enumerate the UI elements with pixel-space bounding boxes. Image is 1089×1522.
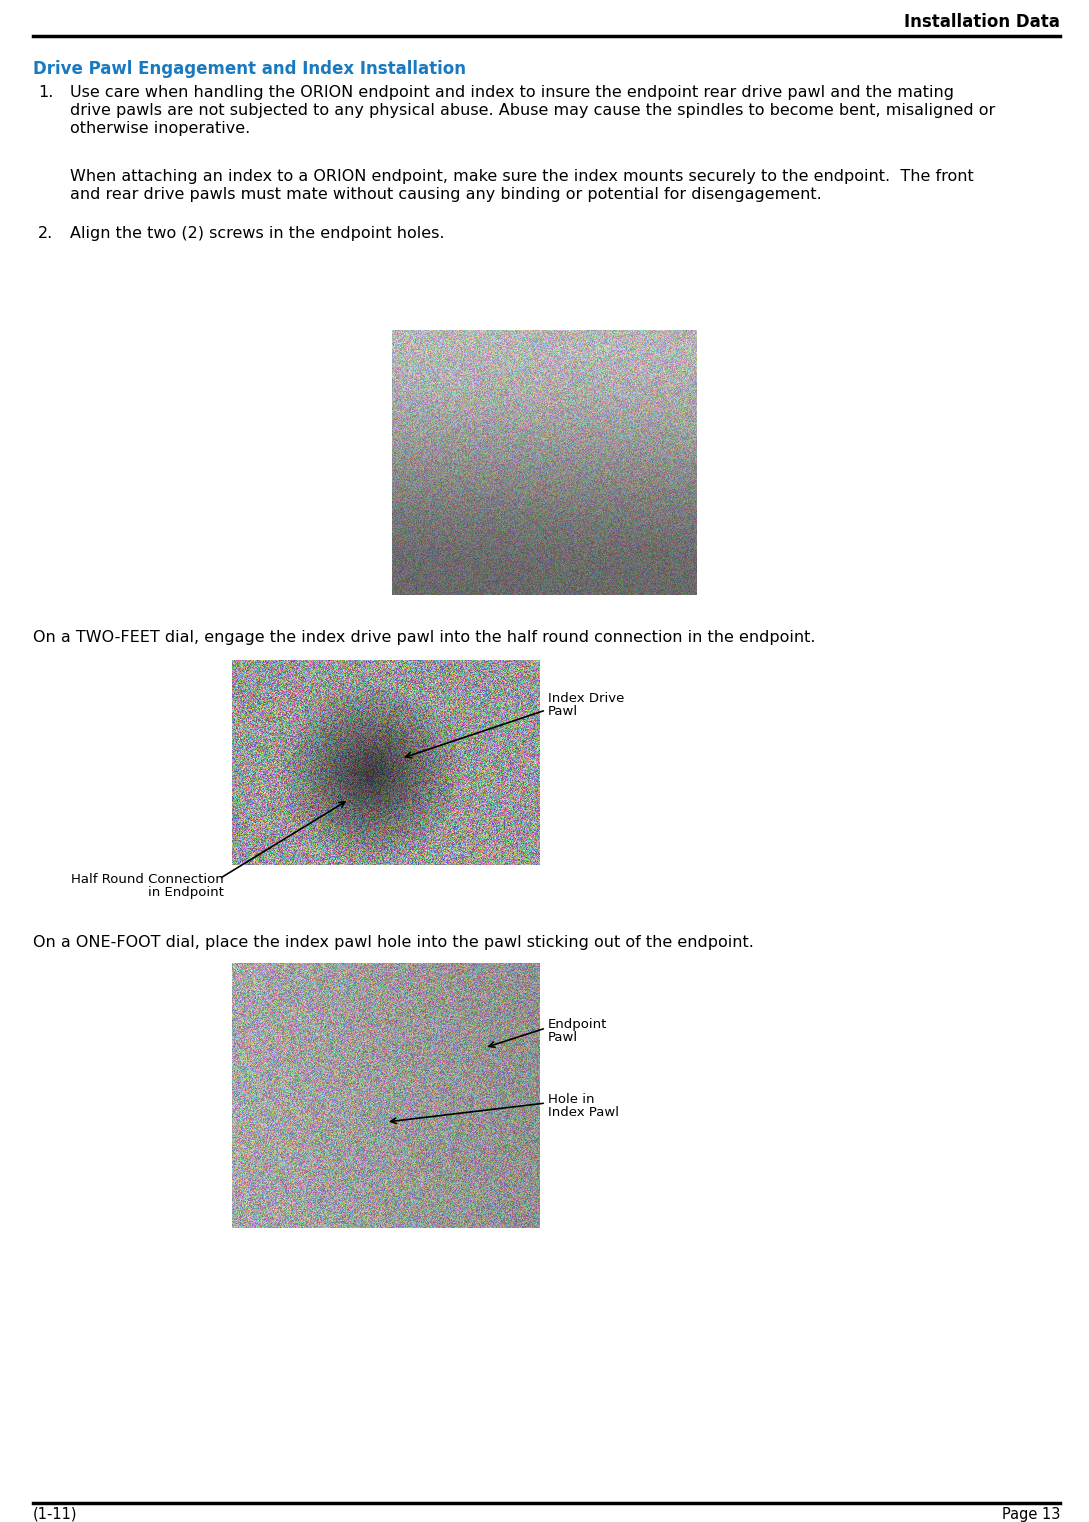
Text: Pawl: Pawl bbox=[548, 1030, 578, 1044]
Text: Align the two (2) screws in the endpoint holes.: Align the two (2) screws in the endpoint… bbox=[70, 225, 444, 240]
Text: Pawl: Pawl bbox=[548, 705, 578, 718]
Text: Hole in: Hole in bbox=[548, 1093, 595, 1106]
Text: Page 13: Page 13 bbox=[1002, 1507, 1060, 1522]
Text: otherwise inoperative.: otherwise inoperative. bbox=[70, 122, 250, 135]
Text: On a TWO-FEET dial, engage the index drive pawl into the half round connection i: On a TWO-FEET dial, engage the index dri… bbox=[33, 630, 816, 645]
Text: and rear drive pawls must mate without causing any binding or potential for dise: and rear drive pawls must mate without c… bbox=[70, 187, 822, 202]
Text: in Endpoint: in Endpoint bbox=[148, 886, 224, 900]
Text: Half Round Connection: Half Round Connection bbox=[71, 874, 224, 886]
Text: Endpoint: Endpoint bbox=[548, 1018, 608, 1030]
Text: On a ONE-FOOT dial, place the index pawl hole into the pawl sticking out of the : On a ONE-FOOT dial, place the index pawl… bbox=[33, 935, 754, 950]
Text: 2.: 2. bbox=[38, 225, 53, 240]
Text: Use care when handling the ORION endpoint and index to insure the endpoint rear : Use care when handling the ORION endpoin… bbox=[70, 85, 954, 100]
Text: drive pawls are not subjected to any physical abuse. Abuse may cause the spindle: drive pawls are not subjected to any phy… bbox=[70, 103, 995, 119]
Text: Drive Pawl Engagement and Index Installation: Drive Pawl Engagement and Index Installa… bbox=[33, 59, 466, 78]
Text: Index Drive: Index Drive bbox=[548, 693, 624, 705]
Text: When attaching an index to a ORION endpoint, make sure the index mounts securely: When attaching an index to a ORION endpo… bbox=[70, 169, 974, 184]
Text: 1.: 1. bbox=[38, 85, 53, 100]
Text: Index Pawl: Index Pawl bbox=[548, 1106, 619, 1119]
Text: (1-11): (1-11) bbox=[33, 1507, 77, 1522]
Text: Installation Data: Installation Data bbox=[904, 14, 1060, 30]
